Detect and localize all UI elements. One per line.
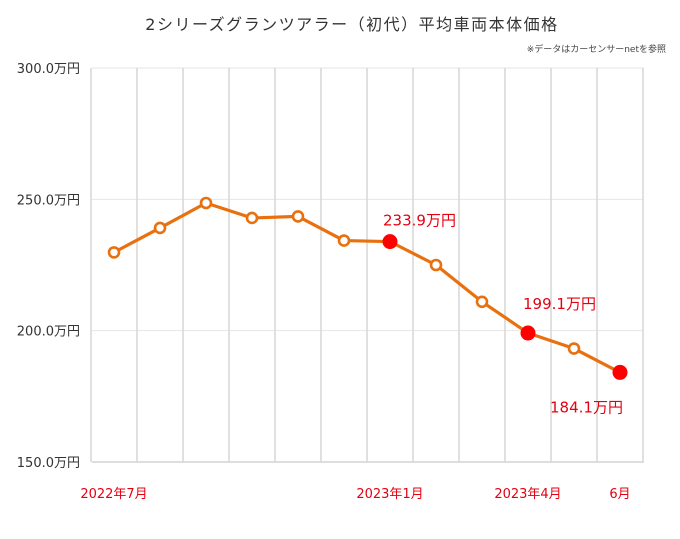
y-axis: 300.0万円 250.0万円 200.0万円 150.0万円 xyxy=(17,62,80,471)
highlight-point xyxy=(612,364,628,380)
data-point xyxy=(107,246,121,259)
vertical-gridlines xyxy=(90,68,644,462)
data-point xyxy=(337,234,351,247)
data-point xyxy=(567,342,581,355)
y-tick-label: 150.0万円 xyxy=(17,456,80,471)
x-tick-label: 2022年7月 xyxy=(80,487,147,502)
data-point xyxy=(245,211,259,225)
x-tick-label: 2023年4月 xyxy=(494,487,561,502)
source-note: ※データはカーセンサーnetを参照 xyxy=(527,43,666,55)
data-point xyxy=(475,295,489,309)
x-axis: 2022年7月 2023年1月 2023年4月 6月 xyxy=(80,487,630,502)
data-labels: 233.9万円 199.1万円 184.1万円 xyxy=(383,212,623,417)
y-tick-label: 300.0万円 xyxy=(17,62,80,77)
data-label: 233.9万円 xyxy=(383,212,456,230)
data-point xyxy=(199,196,213,210)
data-point xyxy=(291,210,305,223)
chart-title: 2シリーズグランツアラー（初代）平均車両本体価格 xyxy=(145,15,558,34)
data-label: 199.1万円 xyxy=(523,295,596,313)
y-tick-label: 200.0万円 xyxy=(17,325,80,340)
series-layer xyxy=(107,196,628,380)
highlight-point xyxy=(382,234,398,250)
data-point xyxy=(153,221,167,235)
highlight-point xyxy=(520,325,536,341)
x-tick-label: 2023年1月 xyxy=(356,487,423,502)
data-point xyxy=(429,258,443,272)
y-tick-label: 250.0万円 xyxy=(17,193,80,208)
x-tick-label: 6月 xyxy=(609,487,630,502)
series-line xyxy=(112,201,622,375)
data-label: 184.1万円 xyxy=(550,398,623,416)
horizontal-gridlines xyxy=(92,67,644,463)
